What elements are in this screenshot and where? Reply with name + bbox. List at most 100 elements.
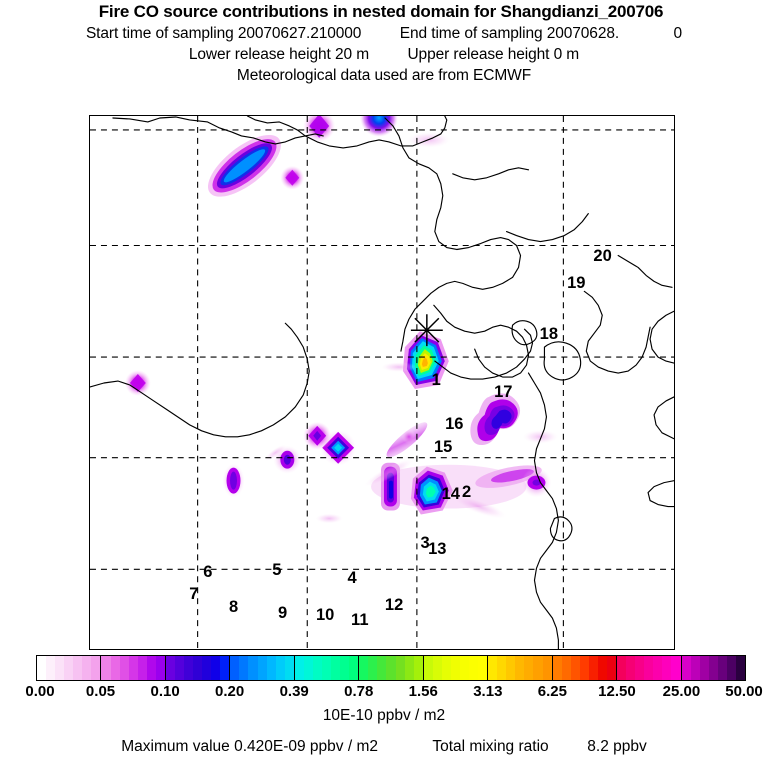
source-label-7: 7 (189, 585, 199, 604)
plume-faint-west-of-main (381, 362, 417, 373)
total-mixing-ratio-value: 8.2 ppbv (587, 738, 647, 755)
colorbar-step-3-3 (257, 656, 267, 680)
colorbar-step-10-1 (690, 656, 700, 680)
colorbar-step-1-5 (146, 656, 156, 680)
source-label-13: 13 (428, 540, 447, 559)
plume-small-magenta-a (280, 165, 305, 190)
plume-top-edge-magenta (303, 116, 336, 142)
colorbar-gradient (36, 655, 746, 681)
source-label-11: 11 (351, 610, 369, 629)
colorbar-tick-9: 12.50 (598, 683, 636, 700)
map-plot-area[interactable]: 1 2 3 4 5 6 7 8 9 10 11 12 13 14 15 16 1… (89, 115, 675, 650)
plume-17 (470, 393, 521, 446)
colorbar-step-1-0 (101, 656, 111, 680)
source-label-10: 10 (316, 606, 335, 625)
colorbar-step-3-5 (275, 656, 285, 680)
colorbar-step-1-2 (119, 656, 129, 680)
colorbar-step-6-2 (441, 656, 451, 680)
plume-14-region (364, 458, 552, 519)
colorbar-step-10-0 (681, 656, 691, 680)
source-label-16: 16 (445, 415, 464, 434)
colorbar-step-9-4 (653, 656, 663, 680)
colorbar-step-5-5 (404, 656, 414, 680)
source-label-20: 20 (593, 247, 612, 266)
plume-small-violet (264, 444, 302, 474)
colorbar-step-2-0 (165, 656, 175, 680)
colorbar-segment-4 (294, 656, 360, 680)
map-inner: 1 2 3 4 5 6 7 8 9 10 11 12 13 14 15 16 1… (90, 116, 674, 649)
sampling-time-line: Start time of sampling 20070627.210000 E… (0, 25, 768, 43)
colorbar-step-8-3 (579, 656, 589, 680)
colorbar-segment-7 (488, 656, 553, 680)
colorbar-tick-3: 0.20 (215, 683, 245, 700)
colorbar-step-9-5 (662, 656, 672, 680)
colorbar-step-6-0 (423, 656, 433, 680)
colorbar-tick-6: 1.56 (408, 683, 438, 700)
colorbar-tick-10: 25.00 (662, 683, 701, 700)
source-label-8: 8 (228, 597, 239, 616)
plot-footer: Maximum value 0.420E-09 ppbv / m2 Total … (0, 738, 768, 756)
source-label-17: 17 (494, 382, 513, 401)
plot-header: Fire CO source contributions in nested d… (0, 0, 768, 85)
colorbar-segment-6 (423, 656, 489, 680)
colorbar-step-6-4 (459, 656, 470, 680)
colorbar-step-0-5 (82, 656, 92, 680)
colorbar-step-1-3 (128, 656, 138, 680)
colorbar-step-2-4 (202, 656, 212, 680)
colorbar-segment-3 (230, 656, 295, 680)
colorbar-step-4-1 (303, 656, 313, 680)
colorbar-step-3-1 (239, 656, 249, 680)
colorbar-step-10-5 (726, 656, 736, 680)
colorbar-step-0-1 (46, 656, 56, 680)
colorbar-tick-11: 50.00 (725, 683, 763, 700)
colorbar-step-7-1 (497, 656, 507, 680)
total-mixing-ratio-label: Total mixing ratio (432, 738, 549, 755)
gridline-layer (90, 116, 674, 649)
colorbar-step-7-3 (515, 656, 525, 680)
colorbar-step-4-3 (322, 656, 332, 680)
colorbar-step-10-3 (708, 656, 718, 680)
colorbar-step-7-2 (506, 656, 516, 680)
colorbar-step-10-6 (735, 656, 745, 680)
maximum-value-label: Maximum value 0.420E-09 ppbv / m2 (121, 738, 378, 755)
colorbar-step-9-1 (626, 656, 636, 680)
colorbar-segment-5 (359, 656, 424, 680)
lower-release-height-label: Lower release height 20 m (188, 46, 370, 63)
plume-faint-east-coast (522, 429, 559, 444)
colorbar-step-5-6 (413, 656, 423, 680)
plume-top-left-streak (208, 134, 281, 197)
colorbar-tick-5: 0.78 (344, 683, 374, 700)
end-time-value: 0 (673, 25, 683, 42)
source-label-6: 6 (203, 562, 213, 581)
colorbar-step-7-0 (488, 656, 498, 680)
colorbar-step-9-3 (644, 656, 654, 680)
colorbar-step-3-6 (284, 656, 294, 680)
plume-left-oval (222, 463, 245, 498)
colorbar-step-7-4 (524, 656, 534, 680)
source-label-3: 3 (420, 533, 430, 552)
source-label-5: 5 (272, 560, 282, 579)
plume-2-east-knot (521, 467, 552, 498)
colorbar-step-3-2 (248, 656, 258, 680)
colorbar-step-8-4 (588, 656, 598, 680)
upper-release-height-label: Upper release height 0 m (407, 46, 580, 63)
colorbar-tick-7: 3.13 (473, 683, 503, 700)
colorbar-step-7-6 (542, 656, 552, 680)
colorbar-segment-8 (552, 656, 618, 680)
meteorological-data-line: Meteorological data used are from ECMWF (236, 67, 532, 84)
colorbar-step-4-2 (312, 656, 322, 680)
source-label-14: 14 (441, 484, 460, 503)
colorbar-step-3-4 (266, 656, 276, 680)
source-label-18: 18 (539, 325, 559, 343)
colorbar-segment-2 (165, 656, 231, 680)
colorbar-segment-10 (681, 656, 745, 680)
colorbar-step-9-2 (635, 656, 645, 680)
colorbar-tick-0: 0.00 (25, 683, 55, 700)
colorbar-step-2-5 (211, 656, 221, 680)
colorbar-segment-9 (617, 656, 682, 680)
plume-faint-tiny-mid (401, 429, 416, 444)
colorbar-step-1-1 (110, 656, 120, 680)
colorbar-step-1-6 (155, 656, 165, 680)
colorbar-step-4-6 (349, 656, 359, 680)
colorbar-step-6-6 (478, 656, 488, 680)
